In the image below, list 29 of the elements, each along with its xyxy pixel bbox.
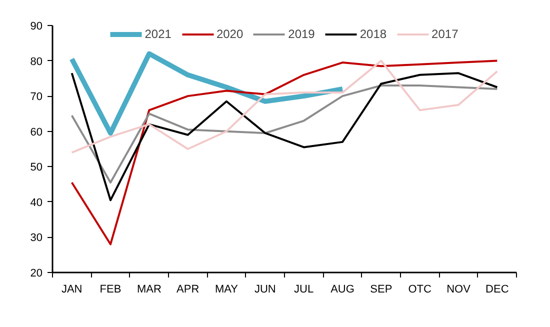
x-tick-label: NOV — [446, 284, 472, 296]
x-tick-label: APR — [176, 284, 200, 296]
x-tick-label: DEC — [486, 284, 509, 296]
y-tick-label: 80 — [30, 56, 43, 68]
x-tick-label: MAY — [214, 284, 239, 296]
y-tick-label: 50 — [30, 162, 43, 174]
legend-label: 2019 — [288, 27, 315, 41]
y-tick-label: 90 — [30, 20, 43, 32]
line-series — [70, 84, 498, 184]
y-tick-label: 40 — [30, 196, 43, 209]
y-tick-label: 30 — [30, 232, 43, 244]
x-tick-label: FEB — [100, 284, 122, 296]
x-tick-label: JUL — [294, 284, 314, 296]
y-tick-label: 20 — [30, 268, 43, 280]
x-tick-label: AUG — [330, 284, 354, 296]
legend-label: 2017 — [432, 27, 458, 41]
line-series — [70, 60, 498, 246]
x-tick-label: JAN — [61, 284, 82, 296]
y-tick-label: 60 — [30, 126, 43, 138]
legend-label: 2021 — [144, 27, 172, 41]
x-tick-label: JUN — [254, 284, 276, 296]
x-tick-label: MAR — [136, 284, 162, 296]
y-tick-label: 70 — [30, 91, 43, 104]
line-series — [70, 72, 498, 202]
line-series — [70, 60, 498, 154]
legend-label: 2018 — [360, 27, 387, 41]
x-tick-label: SEP — [370, 284, 392, 296]
x-tick-label: OTC — [408, 284, 432, 296]
legend-label: 2020 — [216, 27, 244, 41]
